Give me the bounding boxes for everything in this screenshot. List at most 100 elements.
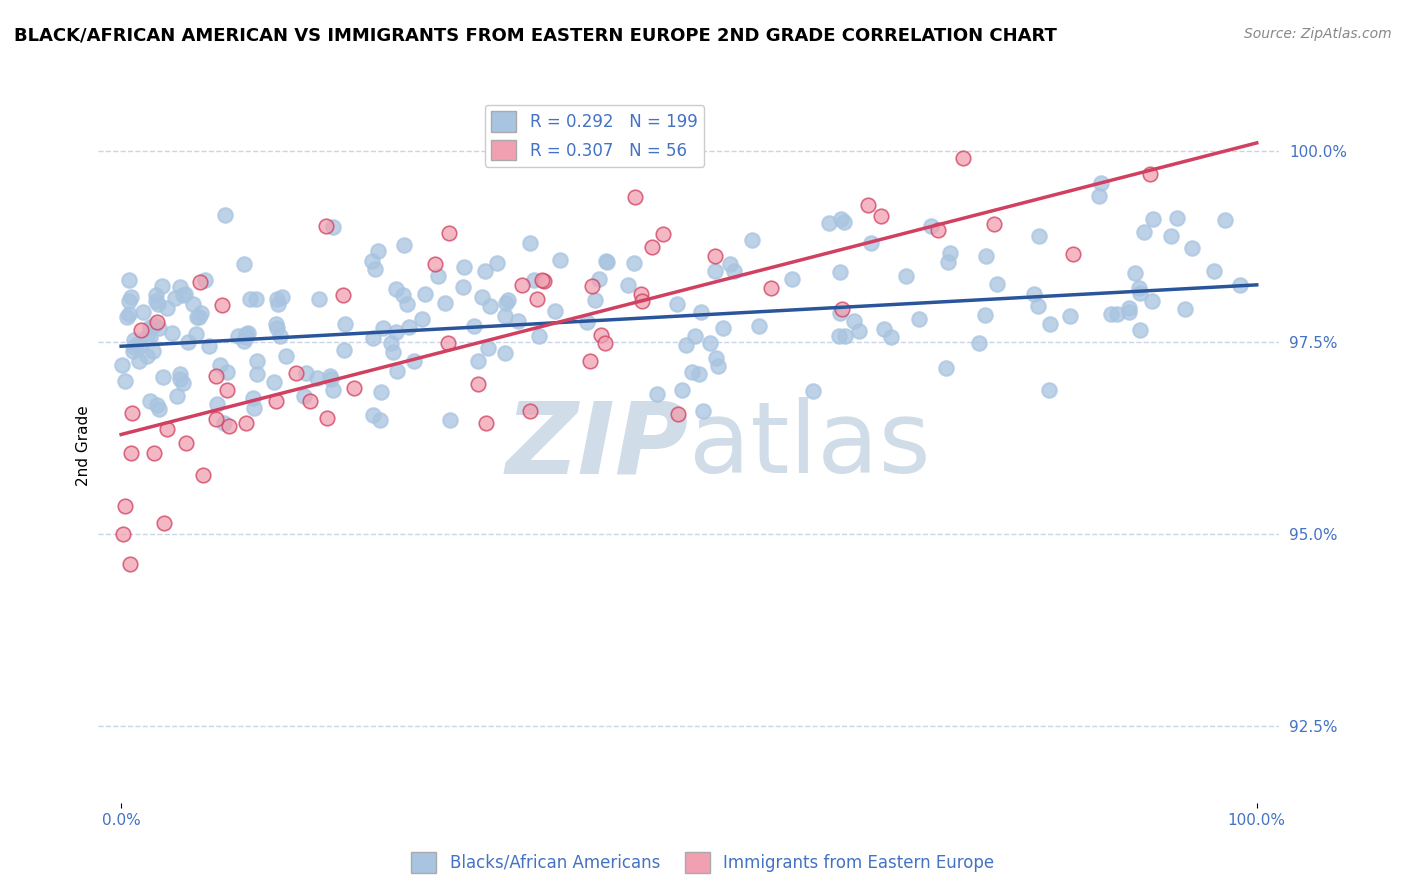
Point [343, 381, 366, 395]
Point [188, 275, 211, 289]
Point [245, 292, 267, 306]
Point [818, 216, 841, 230]
Point [236, 326, 259, 340]
Point [834, 329, 856, 343]
Point [707, 359, 730, 373]
Point [1059, 309, 1081, 323]
Point [361, 408, 384, 422]
Point [139, 320, 162, 334]
Point [181, 297, 204, 311]
Point [704, 351, 727, 366]
Point [550, 252, 572, 267]
Point [830, 265, 852, 279]
Point [801, 384, 824, 398]
Point [1139, 167, 1161, 181]
Point [233, 334, 256, 349]
Point [415, 287, 437, 301]
Point [226, 328, 249, 343]
Point [146, 398, 169, 412]
Point [187, 310, 209, 325]
Point [232, 257, 254, 271]
Point [148, 297, 170, 311]
Point [479, 299, 502, 313]
Point [368, 412, 391, 426]
Point [967, 335, 990, 350]
Point [121, 344, 143, 359]
Point [747, 319, 769, 334]
Point [1118, 301, 1140, 315]
Point [391, 288, 413, 302]
Point [211, 298, 233, 312]
Point [1062, 247, 1084, 261]
Point [150, 278, 173, 293]
Point [118, 293, 141, 308]
Point [579, 353, 602, 368]
Point [204, 368, 226, 383]
Point [1028, 228, 1050, 243]
Point [595, 254, 617, 268]
Point [212, 416, 235, 430]
Point [595, 335, 617, 350]
Point [186, 310, 208, 324]
Point [143, 318, 166, 332]
Point [136, 330, 159, 344]
Legend: Blacks/African Americans, Immigrants from Eastern Europe: Blacks/African Americans, Immigrants fro… [405, 846, 1001, 880]
Point [842, 314, 865, 328]
Point [118, 273, 141, 287]
Point [169, 280, 191, 294]
Point [1129, 323, 1152, 337]
Point [382, 344, 405, 359]
Point [148, 320, 170, 334]
Point [595, 254, 617, 268]
Point [494, 346, 516, 360]
Point [761, 281, 783, 295]
Point [533, 274, 555, 288]
Point [274, 349, 297, 363]
Point [128, 354, 150, 368]
Point [467, 376, 489, 391]
Point [477, 341, 499, 355]
Point [474, 264, 496, 278]
Point [271, 290, 294, 304]
Point [652, 227, 675, 241]
Point [145, 294, 167, 309]
Point [433, 296, 456, 310]
Point [118, 307, 141, 321]
Point [498, 293, 520, 307]
Point [952, 152, 974, 166]
Point [146, 315, 169, 329]
Point [675, 337, 697, 351]
Point [1038, 383, 1060, 397]
Point [385, 364, 408, 378]
Point [208, 358, 231, 372]
Point [242, 391, 264, 405]
Point [115, 310, 138, 324]
Point [583, 293, 606, 308]
Point [235, 416, 257, 430]
Point [589, 328, 612, 343]
Point [156, 301, 179, 316]
Point [485, 256, 508, 270]
Point [166, 389, 188, 403]
Point [879, 330, 901, 344]
Point [207, 397, 229, 411]
Point [495, 295, 517, 310]
Point [526, 292, 548, 306]
Point [322, 383, 344, 397]
Point [190, 306, 212, 320]
Point [831, 302, 853, 317]
Point [132, 305, 155, 319]
Point [235, 330, 257, 344]
Point [191, 467, 214, 482]
Point [215, 383, 238, 397]
Point [685, 329, 707, 343]
Point [322, 219, 344, 234]
Point [974, 249, 997, 263]
Point [394, 237, 416, 252]
Point [927, 223, 949, 237]
Point [463, 319, 485, 334]
Point [177, 335, 200, 350]
Point [828, 328, 851, 343]
Point [1166, 211, 1188, 226]
Point [938, 246, 960, 260]
